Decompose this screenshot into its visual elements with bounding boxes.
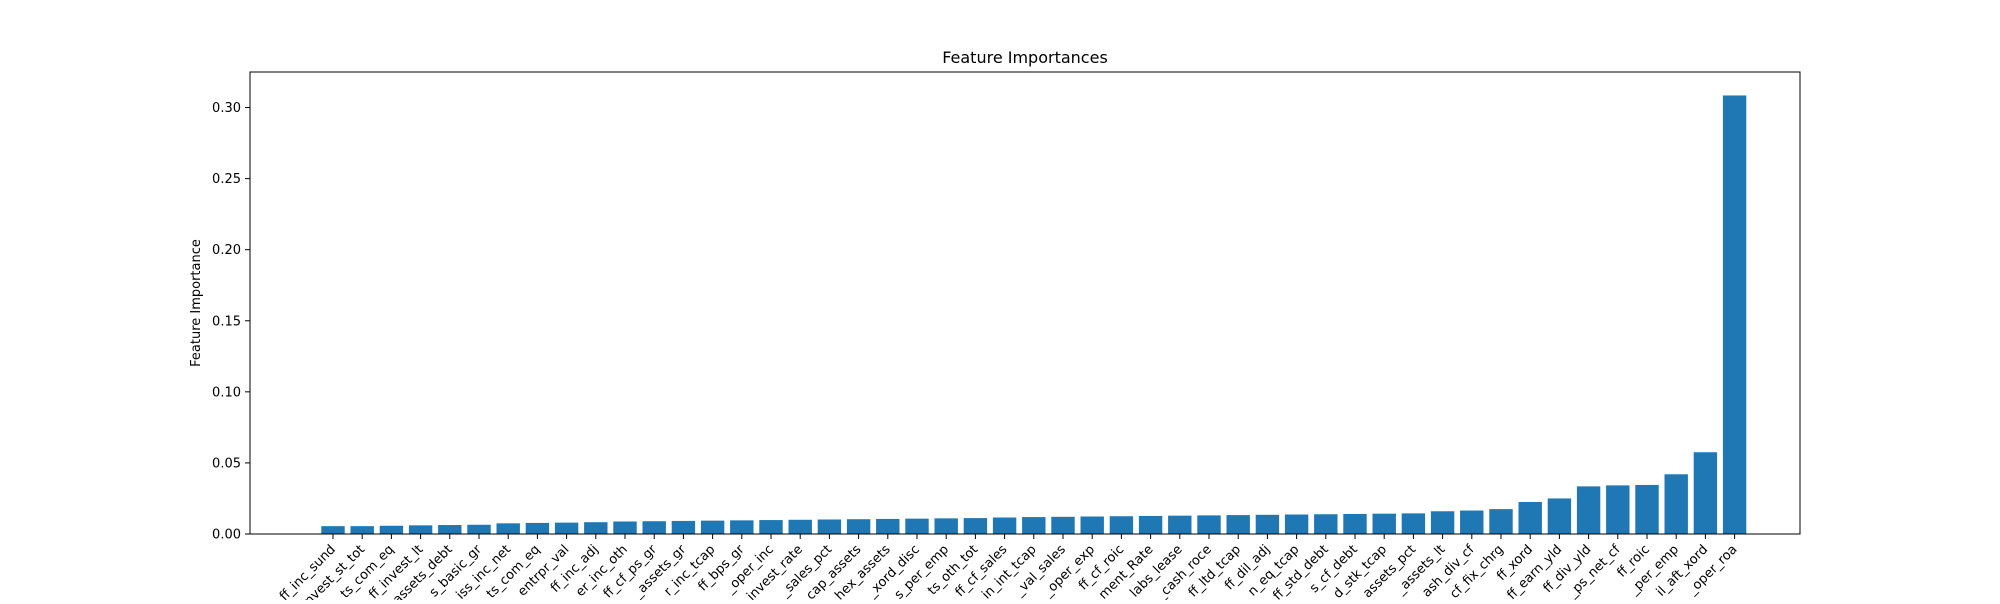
y-axis-label: Feature Importance [189, 239, 204, 367]
bar [1343, 513, 1367, 534]
bar [788, 519, 812, 534]
bar [467, 524, 491, 534]
bar [730, 520, 754, 534]
y-tick-label: 0.00 [212, 528, 241, 543]
bar [1722, 95, 1747, 535]
bar [1693, 452, 1718, 534]
bar [525, 522, 550, 534]
bar [1372, 513, 1396, 534]
plot-frame [249, 71, 1801, 535]
bar [1635, 484, 1659, 534]
bar [1576, 486, 1601, 534]
bar [584, 522, 608, 534]
bar [1138, 515, 1163, 534]
bars-group [321, 95, 1747, 535]
bar [817, 519, 842, 534]
bar [613, 521, 637, 534]
y-tick-label: 0.20 [212, 243, 241, 258]
bar [759, 520, 783, 534]
bar [1314, 514, 1338, 534]
y-tick-label: 0.30 [212, 101, 241, 116]
bar [1226, 515, 1250, 534]
bar [1080, 516, 1104, 534]
chart-title: Feature Importances [942, 48, 1108, 67]
bar [321, 526, 345, 534]
bar [1460, 510, 1484, 534]
bar [379, 525, 404, 534]
plot-area [250, 72, 1800, 534]
bar [1664, 474, 1688, 534]
bar [1051, 516, 1075, 534]
bar [700, 520, 725, 534]
bar [1109, 516, 1134, 534]
y-tick-label: 0.25 [212, 172, 241, 187]
bar [1284, 514, 1309, 534]
y-tick-label: 0.05 [212, 456, 241, 471]
bar [1022, 517, 1046, 534]
bar [408, 525, 433, 534]
y-tick-label: 0.10 [212, 385, 241, 400]
bar [934, 518, 958, 534]
y-axis-ticks: 0.00 0.05 0.10 0.15 0.20 0.25 0.30 [212, 101, 250, 543]
bar [496, 523, 520, 534]
bar [1430, 511, 1455, 534]
bar [905, 518, 929, 534]
bar [554, 522, 579, 534]
bar [1255, 514, 1280, 534]
bar [1547, 498, 1572, 534]
bar [963, 518, 988, 534]
bar [1168, 515, 1192, 534]
bar [1606, 485, 1630, 534]
bar [1197, 515, 1221, 534]
bar [350, 526, 374, 534]
bar [438, 525, 462, 534]
bar [1518, 502, 1542, 534]
bar [846, 519, 871, 534]
bar [992, 517, 1017, 534]
y-tick-label: 0.15 [212, 314, 241, 329]
bar [876, 518, 900, 534]
bar [671, 520, 696, 534]
bar [1489, 509, 1513, 534]
bar [1401, 513, 1426, 534]
bar [642, 521, 666, 534]
